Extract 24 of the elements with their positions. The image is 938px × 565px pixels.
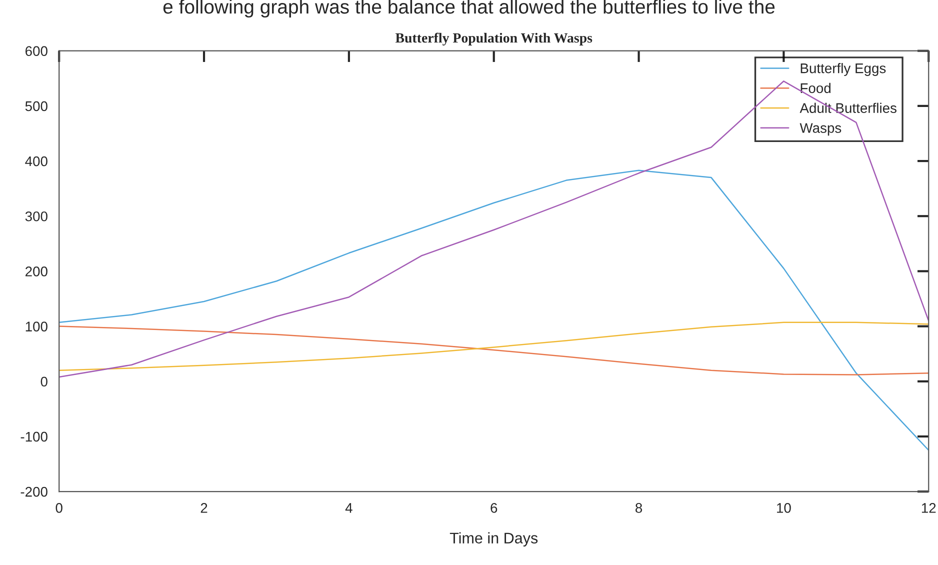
x-tick-label: 10 xyxy=(777,503,791,513)
legend-label: Adult Butterflies xyxy=(800,102,896,113)
y-tick-label: -100 xyxy=(20,432,48,442)
legend-label: Food xyxy=(800,82,830,94)
x-tick-label: 6 xyxy=(490,503,498,513)
line-series xyxy=(59,170,929,451)
legend-label: Wasps xyxy=(800,123,842,136)
y-tick-label: 400 xyxy=(25,156,48,166)
x-tick-label: 12 xyxy=(922,503,936,513)
y-tick-label: 100 xyxy=(26,322,48,332)
x-tick-label: 0 xyxy=(56,503,62,513)
y-tick-label: 300 xyxy=(25,211,48,222)
x-tick-label: 2 xyxy=(200,503,208,513)
x-tick-label: 8 xyxy=(636,503,642,513)
y-tick-label: 600 xyxy=(26,46,48,56)
y-tick-label: 500 xyxy=(25,101,48,112)
x-tick-label: 4 xyxy=(345,503,352,513)
chart-title: Butterfly Population With Wasps xyxy=(395,32,592,46)
y-tick-label: 0 xyxy=(40,376,48,387)
y-tick-label: -200 xyxy=(20,486,48,497)
line-series xyxy=(59,80,929,378)
y-tick-label: 200 xyxy=(26,266,48,276)
legend-label: Butterfly Eggs xyxy=(800,63,886,76)
x-axis-title: Time in Days xyxy=(450,532,538,547)
